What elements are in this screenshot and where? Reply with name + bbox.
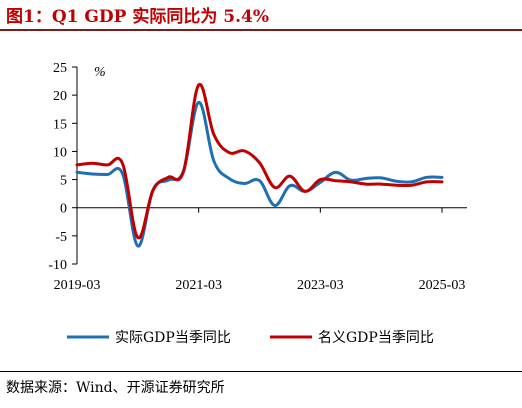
title-divider: [0, 29, 522, 31]
y-tick-label: 25: [53, 61, 67, 76]
y-axis-unit-label: %: [94, 65, 106, 80]
y-tick-label: 5: [60, 174, 67, 189]
x-tick-label: 2021-03: [175, 278, 222, 293]
y-tick-label: -5: [55, 230, 67, 245]
x-tick-label: 2019-03: [54, 278, 101, 293]
y-tick-label: 20: [53, 89, 67, 104]
x-tick-label: 2025-03: [419, 278, 466, 293]
y-tick-label: 0: [60, 202, 67, 217]
y-tick-label: -10: [48, 258, 67, 273]
gdp-line-chart: -10 -5 0 5 10 15 20 25 % 2019-03 2021-03 2023-03 202…: [48, 61, 467, 346]
chart-series: [75, 83, 444, 248]
chart-legend: 实际GDP当季同比 名义GDP当季同比: [67, 330, 434, 346]
chart-axes: -10 -5 0 5 10 15 20 25 % 2019-03 2021-03 2023-03 202…: [48, 61, 467, 293]
page-title: 图1：Q1 GDP 实际同比为 5.4%: [6, 7, 269, 27]
series-line-2: [75, 83, 444, 240]
legend-label-1: 实际GDP当季同比: [115, 330, 231, 346]
source-note: 数据来源：Wind、开源证券研究所: [6, 380, 225, 396]
y-tick-label: 10: [53, 145, 67, 160]
legend-label-2: 名义GDP当季同比: [318, 330, 434, 346]
series-line-1: [75, 100, 444, 248]
x-tick-label: 2023-03: [297, 278, 344, 293]
footer-divider: [0, 371, 522, 372]
y-tick-label: 15: [53, 117, 67, 132]
